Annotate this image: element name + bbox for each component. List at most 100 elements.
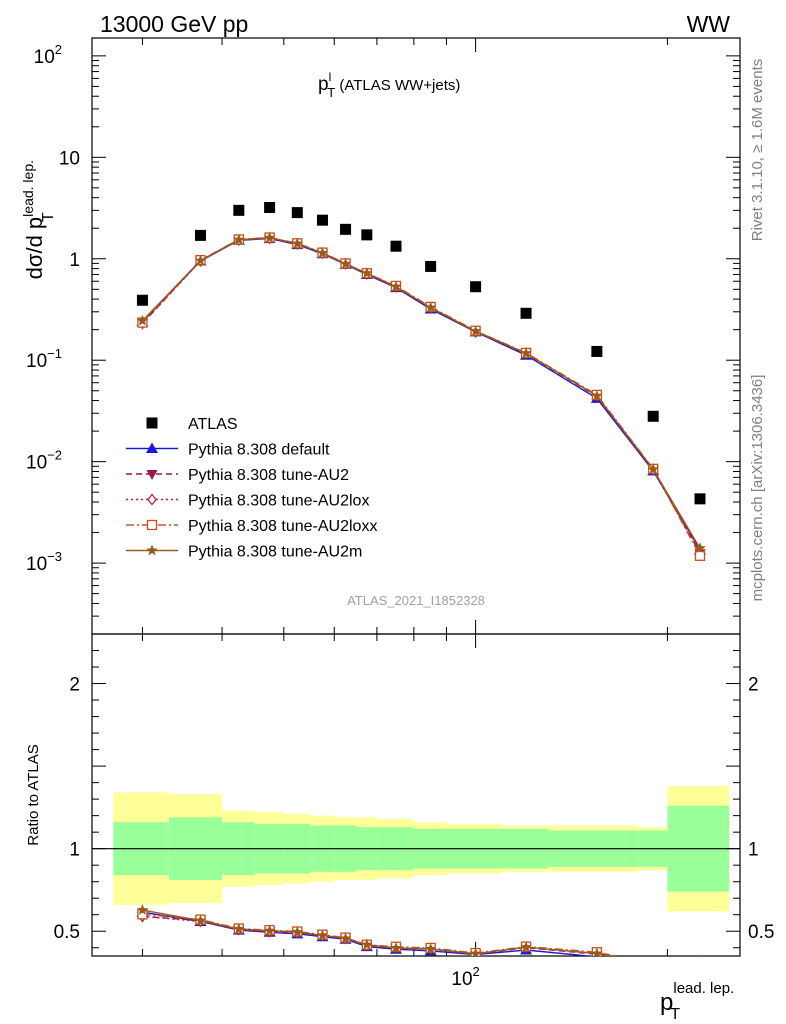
y-tick-label: 10 [59,148,80,169]
ratio-y-tick-label-right: 0.5 [748,922,774,943]
y-tick-label: 10−1 [26,346,62,372]
y-tick-label: 1 [69,250,80,271]
legend-entry-au2lox: Pythia 8.308 tune-AU2lox [126,493,369,510]
main-series [136,202,706,561]
data-point-atlas [361,229,373,241]
mcplots-text: mcplots.cern.ch [arXiv:1306.3436] [749,375,766,602]
data-point-atlas [146,417,158,429]
data-point-atlas [233,204,245,216]
marker-au2loxx [146,519,158,531]
data-point-atlas [340,223,352,235]
marker-au2m [591,947,603,956]
marker-au2loxx [695,964,704,973]
plot-title: pl T (ATLAS WW+jets) [318,70,460,100]
marker-au2 [648,961,659,971]
ratio-y-tick-label: 0.5 [54,922,80,943]
y-tick-label: 102 [34,42,62,68]
marker-default [647,960,659,971]
marker-au2 [146,470,158,480]
marker-au2m [136,904,149,915]
x-tick-label: 102 [451,964,479,990]
ratio-line-au2loxx [142,913,620,956]
ratio-line-default [142,911,595,956]
data-point-atlas [647,410,659,422]
marker-au2m [339,257,352,269]
x-axis-label-sup: lead. lep. [673,980,734,997]
ratio-y-axis-ticks: 0.5 0.5 1 1 2 2 [54,650,774,949]
marker-au2m [424,301,437,313]
ratio-y-tick-label-right: 2 [748,675,759,696]
data-point-atlas [136,294,148,306]
header-right: WW [687,11,731,37]
ratio-y-tick-label-right: 1 [748,840,759,861]
marker-au2m [469,325,482,337]
marker-au2m [291,926,304,937]
data-point-atlas [194,229,206,241]
marker-au2m [390,280,402,292]
plot-title-sup: l [329,70,332,84]
marker-au2m [339,932,352,944]
legend-entry-au2: Pythia 8.308 tune-AU2 [126,467,349,484]
y-tick-label: 10−3 [26,549,62,575]
marker-au2m [591,389,603,401]
ratio-plot-area: 0.5 0.5 1 1 2 2 [54,633,774,973]
data-point-atlas [316,214,328,226]
legend-entry-data: ATLAS [146,416,238,433]
legend-entry-au2m: Pythia 8.308 tune-AU2m [126,544,362,561]
legend-entry-au2loxx: Pythia 8.308 tune-AU2loxx [126,518,377,535]
data-point-atlas [470,281,482,293]
legend-label: ATLAS [188,416,238,433]
x-axis-label-base: p [660,989,673,1016]
data-point-atlas [291,207,303,219]
y-axis-label-sub: T [40,212,57,222]
data-point-atlas [390,240,402,252]
main-plot-area: 102 10−3 10−2 10−1 1 10 102 [26,37,741,990]
marker-au2m [390,941,402,953]
marker-au2m [361,938,373,950]
ratio-line-au2 [142,915,611,956]
marker-au2m [316,246,329,258]
x-axis-label-sub: T [670,1006,680,1023]
legend-label: Pythia 8.308 tune-AU2m [188,544,362,561]
legend-label: Pythia 8.308 default [188,442,330,459]
marker-au2m [233,233,245,245]
legend-label: Pythia 8.308 tune-AU2loxx [188,518,377,535]
y-axis-label: dσ/d plead. lep. T [20,160,57,279]
y-tick-label: 10−2 [26,448,62,474]
svg-text:dσ/d plead. lep.T: dσ/d plead. lep. T [20,160,57,279]
rivet-version-text: Rivet 3.1.10, ≥ 1.6M events [749,59,766,242]
marker-au2m [316,929,329,941]
marker-au2m [694,542,706,554]
x-axis-ticks: 102 [141,38,668,990]
marker-au2m [520,941,532,953]
marker-au2m [194,254,207,266]
ratio-frame [91,633,741,957]
marker-au2loxx [694,550,706,561]
marker-au2m [291,237,304,249]
legend-label: Pythia 8.308 tune-AU2 [188,467,349,484]
marker-au2lox [649,959,657,969]
marker-au2m [233,923,245,934]
marker-au2m [648,958,659,969]
marker-au2m [520,347,532,359]
marker-au2m [361,267,373,279]
y-axis-ticks: 10−3 10−2 10−1 1 10 102 [26,42,740,635]
legend-label: Pythia 8.308 tune-AU2lox [188,493,369,510]
marker-au2m [469,947,482,956]
header-left: 13000 GeV pp [100,11,248,37]
marker-au2lox [147,493,157,506]
marker-au2m [424,942,437,954]
plot-title-rest: (ATLAS WW+jets) [335,77,460,94]
legend-entry-default: Pythia 8.308 default [126,442,330,459]
data-point-atlas [694,493,706,505]
ratio-y-axis-label: Ratio to ATLAS [25,744,42,845]
data-point-atlas [264,202,276,214]
marker-au2m [263,924,276,936]
y-axis-label-sup: lead. lep. [20,160,36,217]
marker-default [146,442,158,453]
ratio-y-tick-label: 1 [69,840,80,861]
marker-default [699,955,701,956]
analysis-watermark: ATLAS_2021_I1852328 [347,593,485,608]
marker-au2m [146,544,158,556]
